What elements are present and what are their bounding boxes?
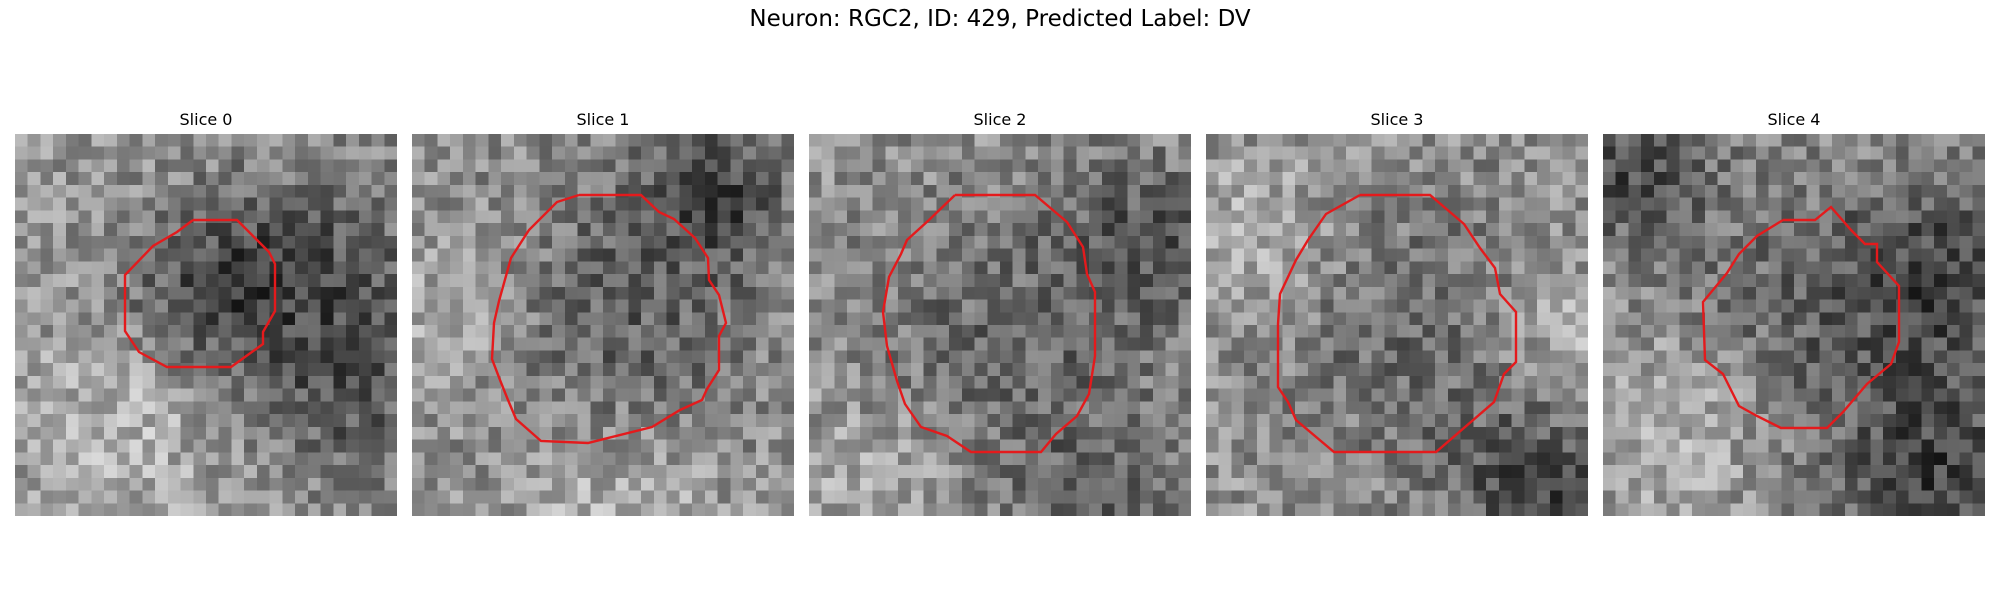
soma-outline-3: [1276, 193, 1518, 454]
slice-panel-0: [15, 134, 397, 516]
slice-title-1: Slice 1: [576, 110, 630, 129]
slice-panel-1: [412, 134, 794, 516]
soma-outline-0: [123, 218, 277, 369]
slice-image-4: [1603, 134, 1985, 516]
figure-title: Neuron: RGC2, ID: 429, Predicted Label: …: [749, 6, 1251, 32]
slice-panel-4: [1603, 134, 1985, 516]
soma-outline-1: [490, 193, 728, 445]
slice-image-0: [15, 134, 397, 516]
slice-title-4: Slice 4: [1767, 110, 1821, 129]
soma-outline-path-0: [123, 218, 277, 369]
soma-outline-4: [1701, 205, 1901, 430]
soma-outline-path-1: [490, 193, 728, 445]
soma-outline-path-2: [881, 193, 1097, 454]
slice-title-3: Slice 3: [1370, 110, 1424, 129]
soma-outline-path-4: [1701, 205, 1901, 430]
soma-outline-path-3: [1276, 193, 1518, 454]
slice-panel-3: [1206, 134, 1588, 516]
slice-title-2: Slice 2: [973, 110, 1027, 129]
soma-outline-2: [881, 193, 1097, 454]
slice-image-1: [412, 134, 794, 516]
slice-panel-2: [809, 134, 1191, 516]
slice-title-0: Slice 0: [179, 110, 233, 129]
